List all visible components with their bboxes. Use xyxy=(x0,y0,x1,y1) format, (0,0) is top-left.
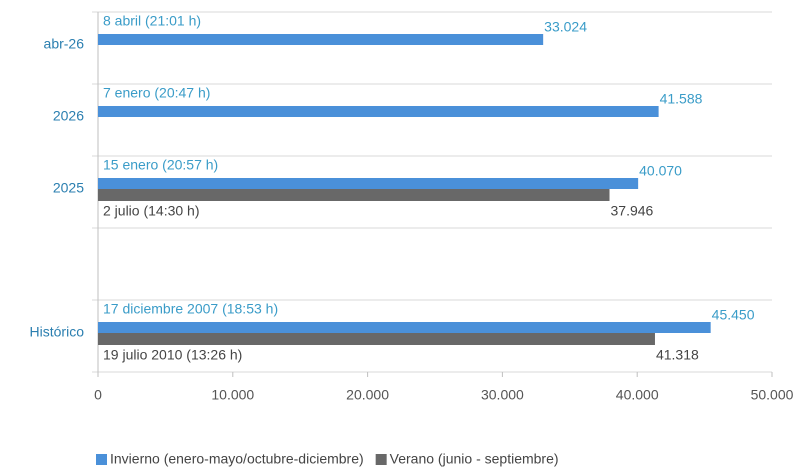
bar xyxy=(98,189,610,201)
value-label: 45.450 xyxy=(712,307,755,323)
x-tick-label: 40.000 xyxy=(616,387,659,403)
date-label: 8 abril (21:01 h) xyxy=(103,13,201,29)
x-tick-label: 30.000 xyxy=(481,387,524,403)
value-label: 37.946 xyxy=(611,203,654,219)
date-label: 19 julio 2010 (13:26 h) xyxy=(103,347,242,363)
date-label: 2 julio (14:30 h) xyxy=(103,203,200,219)
bar xyxy=(98,106,659,117)
x-tick-label: 50.000 xyxy=(751,387,794,403)
bar xyxy=(98,322,711,333)
y-tick-label: 2026 xyxy=(53,108,84,124)
legend-label: Invierno (enero-mayo/octubre-diciembre) xyxy=(110,451,364,467)
legend-swatch xyxy=(96,454,107,465)
bar xyxy=(98,333,655,345)
x-tick-label: 10.000 xyxy=(211,387,254,403)
date-label: 15 enero (20:57 h) xyxy=(103,157,218,173)
y-tick-label: abr-26 xyxy=(44,36,85,52)
date-label: 17 diciembre 2007 (18:53 h) xyxy=(103,301,278,317)
x-tick-label: 0 xyxy=(94,387,102,403)
bar xyxy=(98,178,639,189)
date-label: 7 enero (20:47 h) xyxy=(103,85,210,101)
value-label: 41.588 xyxy=(660,91,703,107)
value-label: 40.070 xyxy=(639,163,682,179)
bar xyxy=(98,34,544,45)
value-label: 33.024 xyxy=(544,19,587,35)
y-tick-label: Histórico xyxy=(30,324,85,340)
x-tick-label: 20.000 xyxy=(346,387,389,403)
legend-label: Verano (junio - septiembre) xyxy=(390,451,559,467)
y-tick-label: 2025 xyxy=(53,180,84,196)
legend-swatch xyxy=(375,454,387,465)
value-label: 41.318 xyxy=(656,347,699,363)
